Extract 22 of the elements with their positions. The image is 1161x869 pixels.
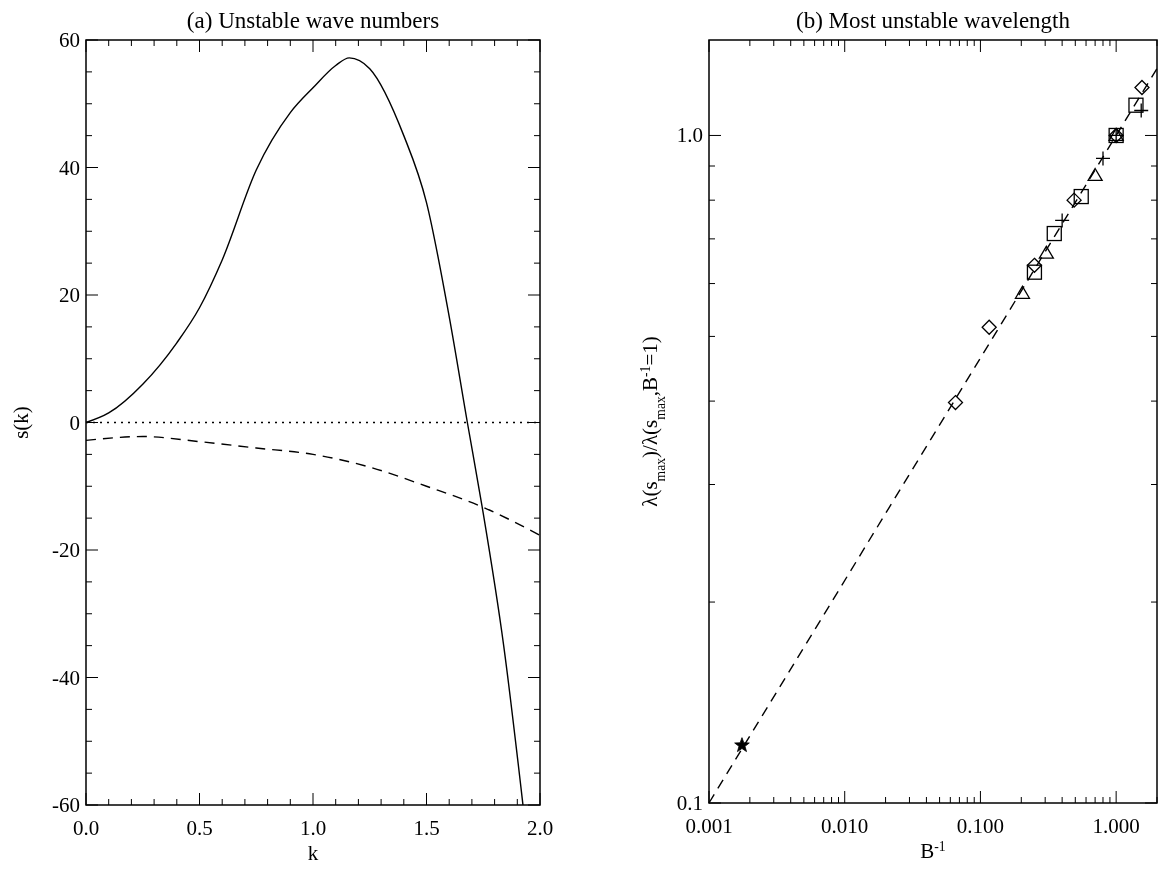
x-tick-label: 1.0 [299,816,327,840]
chart-title: (b) Most unstable wavelength [795,8,1071,33]
y-tick-label: 60 [59,28,80,52]
x-tick-label: 0.5 [186,816,213,840]
y-tick-label: -60 [52,793,80,817]
y-tick-label: 0.1 [676,791,703,815]
x-tick-label: 1.5 [413,816,440,840]
x-axis-title: k [307,841,319,865]
x-tick-label: 0.0 [72,816,100,840]
x-axis-title: B$^{-1}$ [920,838,946,863]
y-tick-label: 0 [69,410,80,435]
y-tick-label: -20 [52,538,80,562]
chart-title: (a) Unstable wave numbers [186,8,440,33]
x-tick-label: 0.100 [956,814,1005,838]
x-tick-label: 1.000 [1092,814,1140,838]
y-tick-label: 40 [59,155,80,180]
y-tick-label: 20 [59,283,80,307]
x-tick-label: 0.010 [821,814,869,838]
x-tick-label: 2.0 [526,816,554,840]
y-axis-title: s(k) [9,406,33,439]
x-tick-label: 0.001 [685,814,733,838]
y-tick-label: -40 [52,665,80,690]
